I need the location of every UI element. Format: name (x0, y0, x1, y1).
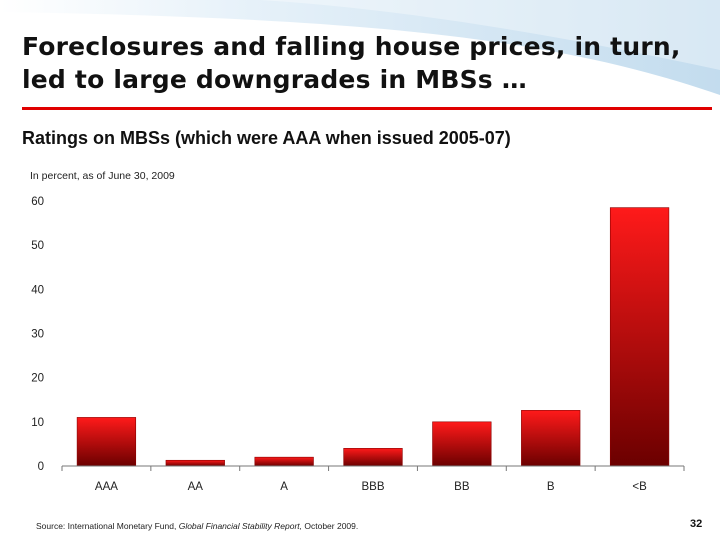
y-tick-label: 60 (31, 196, 44, 208)
chart-subtitle: Ratings on MBSs (which were AAA when iss… (22, 128, 511, 148)
slide-title: Foreclosures and falling house prices, i… (22, 32, 681, 94)
bar-b-below (609, 207, 670, 467)
bar-b (521, 410, 581, 467)
bar-series (76, 207, 670, 467)
source-suffix: October 2009. (302, 521, 359, 531)
y-tick-label: 40 (31, 284, 44, 296)
x-tick-label: BBB (361, 481, 384, 493)
y-tick-label: 10 (31, 417, 44, 429)
source-prefix: Source: International Monetary Fund, (36, 521, 179, 531)
x-axis-labels: AAA AA A BBB BB B <B (95, 481, 647, 493)
bar-aaa (76, 417, 137, 467)
x-tick-label: AA (188, 481, 204, 493)
source-note: Source: International Monetary Fund, Glo… (36, 521, 358, 531)
bar-a (254, 456, 314, 467)
title-divider (22, 107, 712, 110)
x-tick-label: AAA (95, 481, 118, 493)
y-axis-ticks: 0 10 20 30 40 50 60 (31, 196, 44, 473)
bar-bbb (343, 448, 403, 467)
y-tick-label: 20 (31, 373, 44, 385)
unit-note: In percent, as of June 30, 2009 (30, 170, 175, 182)
x-tick-label: <B (632, 481, 647, 493)
x-tick-label: A (280, 481, 288, 493)
x-axis-ticks (61, 466, 685, 471)
y-tick-label: 50 (31, 240, 44, 252)
page-number: 32 (690, 518, 703, 530)
bar-aa (165, 459, 225, 467)
source-report-title: Global Financial Stability Report, (178, 521, 303, 531)
x-tick-label: BB (454, 481, 470, 493)
y-tick-label: 0 (38, 461, 44, 473)
bar-bb (432, 421, 492, 467)
y-tick-label: 30 (31, 329, 44, 341)
header-wave-decoration (0, 0, 720, 95)
x-tick-label: B (547, 481, 555, 493)
